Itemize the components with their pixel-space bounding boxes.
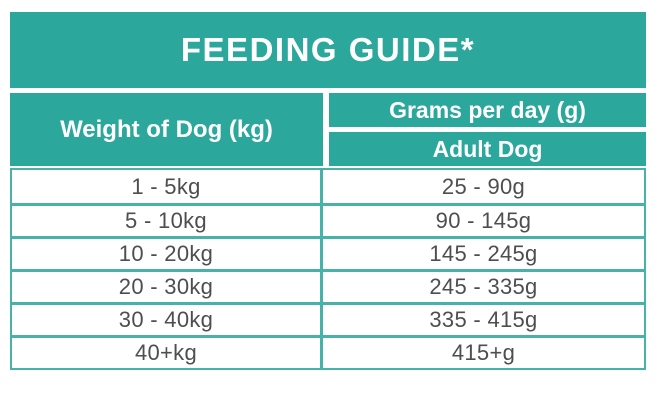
weight-cell: 20 - 30kg [12, 272, 323, 302]
weight-cell: 10 - 20kg [12, 239, 323, 269]
feeding-guide-table: FEEDING GUIDE* Weight of Dog (kg) Grams … [10, 12, 646, 370]
divider [10, 88, 646, 93]
table-row: 5 - 10kg 90 - 145g [12, 203, 644, 236]
weight-cell: 30 - 40kg [12, 305, 323, 335]
table-title-band: FEEDING GUIDE* [10, 12, 646, 88]
grams-cell: 25 - 90g [441, 173, 526, 199]
column-header-grams-group: Grams per day (g) Adult Dog [329, 93, 646, 166]
table-row: 10 - 20kg 145 - 245g [12, 236, 644, 269]
table-header-row: Weight of Dog (kg) Grams per day (g) Adu… [10, 93, 646, 166]
grams-cell: 335 - 415g [429, 307, 538, 332]
column-subheader-adult-dog-label: Adult Dog [432, 135, 543, 162]
column-subheader-adult-dog: Adult Dog [329, 132, 646, 166]
grams-cell: 245 - 335g [429, 274, 538, 299]
table-row: 20 - 30kg 245 - 335g [12, 269, 644, 302]
page-title: FEEDING GUIDE* [180, 31, 476, 68]
table-row: 1 - 5kg 25 - 90g [12, 170, 644, 203]
column-header-grams-label: Grams per day (g) [389, 96, 586, 123]
divider [323, 93, 329, 166]
table-row: 30 - 40kg 335 - 415g [12, 302, 644, 335]
grams-cell: 415+g [451, 340, 516, 365]
grams-cell: 145 - 245g [429, 241, 538, 266]
table-body: 1 - 5kg 25 - 90g 5 - 10kg 90 - 145g 10 -… [10, 168, 646, 370]
column-header-grams: Grams per day (g) [329, 93, 646, 127]
weight-cell: 5 - 10kg [12, 206, 323, 236]
weight-cell: 40+kg [12, 338, 323, 368]
divider [10, 166, 646, 168]
column-header-weight: Weight of Dog (kg) [10, 93, 323, 166]
table-row: 40+kg 415+g [12, 335, 644, 368]
weight-cell: 1 - 5kg [12, 170, 323, 203]
grams-cell: 90 - 145g [435, 208, 532, 233]
column-header-weight-label: Weight of Dog (kg) [60, 115, 273, 143]
